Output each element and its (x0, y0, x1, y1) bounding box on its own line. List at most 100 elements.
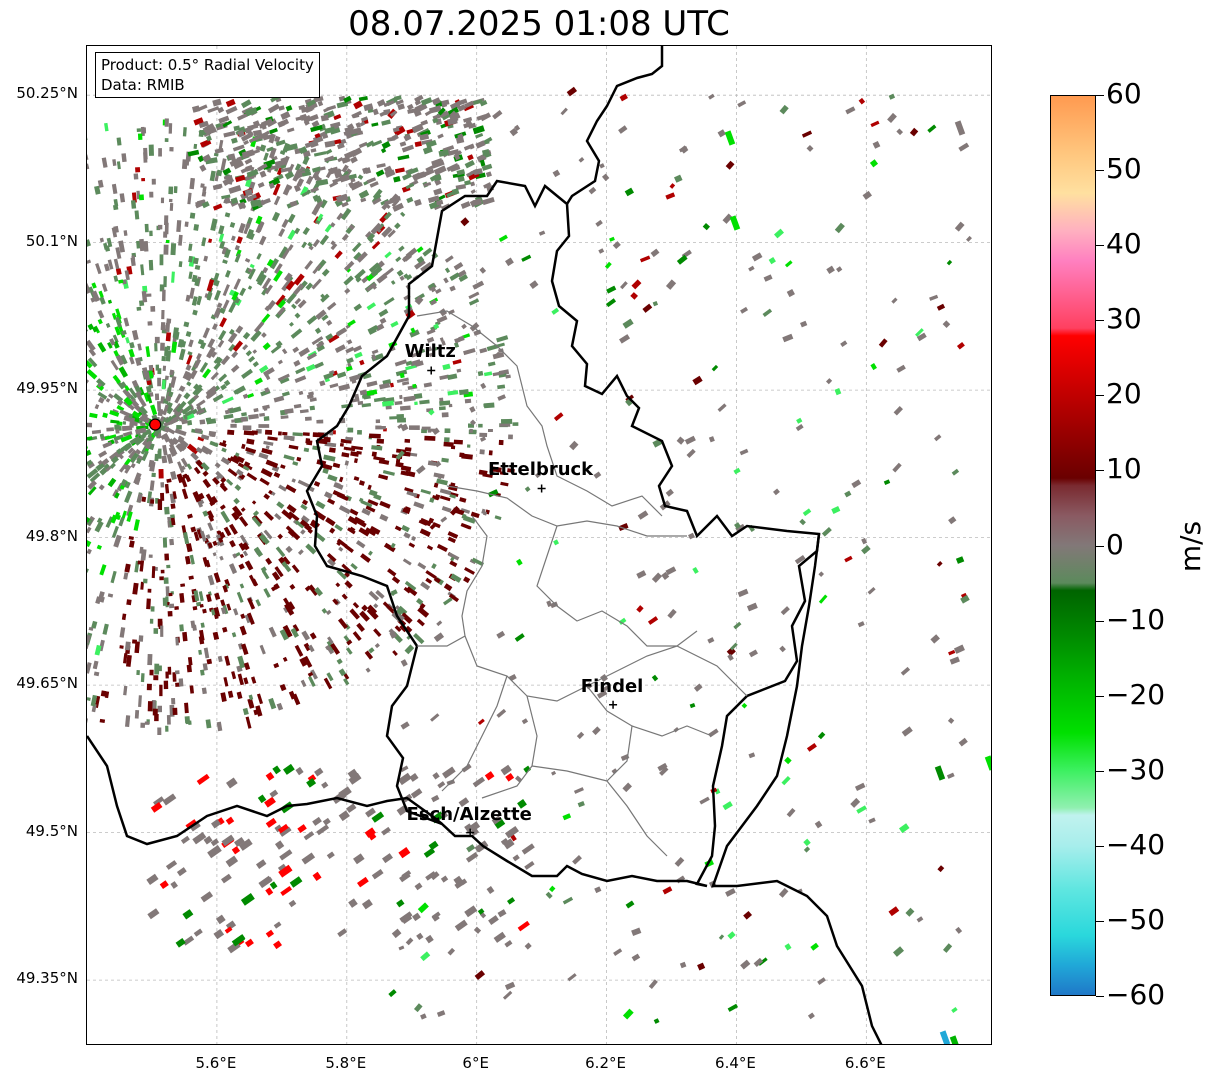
echo-cell (260, 198, 271, 206)
echo-cell (358, 141, 368, 149)
echo-cell (239, 625, 247, 636)
echo-cell (593, 471, 602, 479)
echo-cell (189, 212, 196, 219)
echo-cell (803, 838, 811, 847)
echo-cell (192, 257, 199, 265)
echo-cell (697, 962, 706, 971)
echo-cell (384, 251, 392, 259)
echo-cell (313, 173, 320, 181)
echo-cell (240, 416, 248, 422)
echo-cell (103, 463, 110, 470)
echo-cell (494, 342, 505, 349)
echo-cell (178, 261, 183, 268)
echo-cell (336, 538, 348, 548)
echo-cell (630, 292, 639, 300)
echo-cell (250, 329, 262, 342)
echo-cell (168, 391, 174, 398)
echo-cell (400, 765, 409, 773)
echo-cell (197, 338, 205, 346)
echo-cell (195, 408, 205, 416)
echo-cell (314, 133, 321, 139)
echo-cell (467, 154, 474, 161)
echo-cell (269, 127, 278, 135)
echo-cell (149, 480, 155, 491)
echo-cell (92, 326, 99, 333)
echo-cell (294, 520, 305, 529)
echo-cell (625, 398, 633, 407)
echo-cell (212, 552, 217, 557)
echo-cell (258, 452, 269, 460)
echo-cell (192, 490, 202, 503)
echo-cell (338, 505, 351, 515)
echo-cell (167, 438, 176, 447)
echo-cell (130, 462, 136, 469)
echo-cell (396, 414, 405, 419)
echo-cell (400, 470, 409, 476)
echo-cell (239, 583, 245, 589)
echo-cell (439, 374, 450, 380)
echo-cell (166, 478, 172, 483)
echo-cell (360, 197, 367, 203)
echo-cell (314, 587, 324, 597)
echo-cell (116, 137, 122, 146)
echo-cell (471, 98, 483, 106)
echo-cell (674, 856, 685, 867)
echo-cell (508, 434, 513, 440)
echo-cell (479, 159, 486, 167)
echo-cell (753, 957, 764, 968)
echo-cell (102, 441, 113, 449)
echo-cell (95, 461, 106, 472)
echo-cell (229, 539, 236, 548)
radar-map[interactable] (86, 45, 992, 1045)
echo-cell (960, 594, 970, 604)
echo-cell (166, 407, 174, 415)
echo-cell (639, 255, 651, 263)
echo-cell (447, 552, 460, 561)
echo-cell (310, 669, 318, 680)
echo-cell (517, 799, 527, 809)
echo-cell (119, 409, 131, 417)
echo-cell (618, 125, 628, 134)
echo-cell (937, 865, 945, 873)
echo-cell (419, 602, 426, 609)
info-box: Product: 0.5° Radial Velocity Data: RMIB (95, 52, 320, 98)
echo-cell (243, 677, 249, 685)
echo-cell (217, 106, 225, 114)
echo-cell (459, 497, 467, 503)
echo-cell (132, 582, 139, 595)
echo-cell (252, 129, 263, 137)
echo-cell (403, 273, 409, 279)
echo-cell (198, 591, 204, 602)
echo-cell (406, 103, 414, 111)
echo-cell (205, 719, 212, 729)
echo-cell (242, 542, 250, 551)
echo-cell (294, 644, 304, 657)
echo-cell (120, 381, 127, 388)
echo-cell (134, 641, 140, 654)
echo-cell (479, 347, 488, 354)
echo-cell (427, 195, 440, 204)
echo-cell (214, 462, 221, 469)
echo-cell (349, 608, 360, 620)
echo-cell (810, 942, 819, 951)
echo-cell (458, 797, 470, 808)
echo-cell (302, 226, 310, 236)
echo-cell (97, 318, 103, 325)
echo-cell (178, 678, 184, 687)
echo-cell (268, 133, 276, 144)
echo-cell (244, 560, 254, 571)
echo-cell (189, 177, 196, 190)
belgium-border (431, 815, 443, 825)
echo-cell (382, 470, 395, 476)
echo-cell (405, 360, 413, 366)
echo-cell (160, 322, 166, 331)
echo-cell (357, 174, 364, 180)
radar-site-marker[interactable] (149, 418, 162, 431)
echo-cell (259, 144, 267, 152)
echo-cell (457, 104, 467, 112)
echo-cell (451, 188, 460, 196)
echo-cell (191, 105, 201, 113)
echo-cell (278, 864, 293, 878)
echo-cell (371, 284, 377, 290)
echo-cell (187, 397, 196, 406)
